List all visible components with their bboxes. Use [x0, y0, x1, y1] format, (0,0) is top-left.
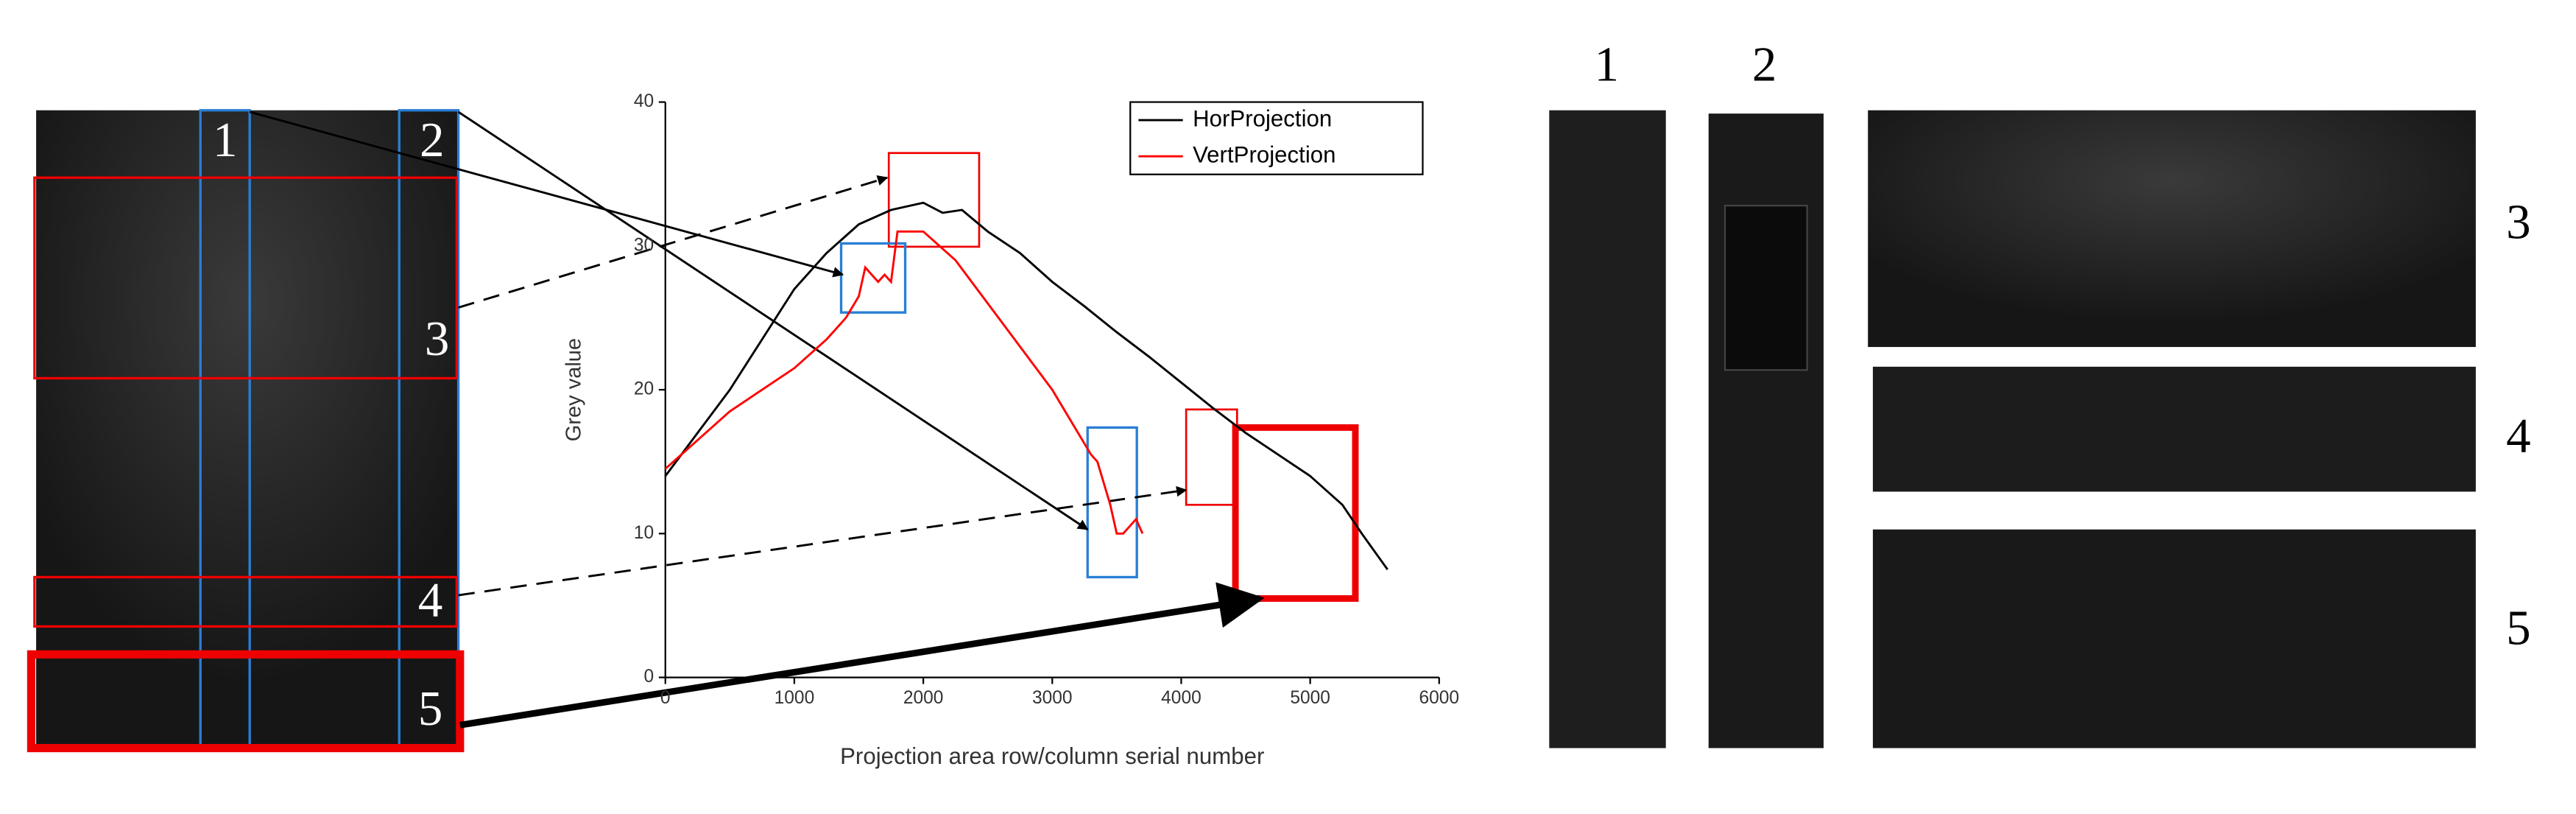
crop-detail	[1723, 205, 1808, 371]
arrow	[459, 582, 1265, 729]
crop-image	[1872, 529, 2476, 748]
x-tick-label: 6000	[1419, 688, 1460, 708]
highlight-box	[887, 152, 981, 248]
crop-label: 5	[2506, 601, 2530, 656]
y-tick-label: 20	[634, 379, 654, 399]
highlight-box	[1232, 424, 1359, 602]
crop-label: 2	[1752, 37, 1776, 91]
row-box	[33, 575, 459, 628]
region-label: 5	[418, 681, 442, 736]
source-image	[36, 110, 459, 748]
x-tick-label: 4000	[1161, 688, 1201, 708]
x-tick-label: 3000	[1032, 688, 1073, 708]
y-tick-label: 0	[643, 667, 654, 687]
x-axis-label: Projection area row/column serial number	[840, 743, 1264, 769]
arrow	[249, 110, 844, 278]
region-label: 2	[420, 113, 444, 167]
legend-label: HorProjection	[1193, 105, 1332, 131]
x-tick-label: 1000	[774, 688, 815, 708]
region-label: 3	[425, 312, 449, 366]
crop-image	[1872, 366, 2476, 492]
series-line	[664, 230, 1144, 535]
row-box	[27, 650, 465, 753]
y-axis-label: Grey value	[562, 338, 586, 441]
highlight-box	[839, 242, 907, 314]
legend-label: VertProjection	[1193, 141, 1335, 167]
y-tick-label: 10	[634, 523, 654, 543]
crop-label: 1	[1595, 37, 1619, 91]
region-label: 4	[418, 573, 442, 628]
crop-label: 3	[2506, 195, 2530, 250]
legend-box	[1129, 101, 1424, 175]
crop-image	[1868, 110, 2476, 348]
crop-image	[1549, 110, 1666, 748]
highlight-box	[1086, 426, 1138, 579]
y-tick-label: 30	[634, 235, 654, 255]
x-tick-label: 0	[660, 688, 671, 708]
arrow	[458, 175, 889, 309]
highlight-box	[1185, 408, 1238, 506]
x-tick-label: 2000	[903, 688, 944, 708]
crop-label: 4	[2506, 409, 2530, 463]
y-tick-label: 40	[634, 91, 654, 111]
row-box	[33, 176, 459, 380]
region-label: 1	[213, 113, 237, 167]
x-tick-label: 5000	[1290, 688, 1330, 708]
series-line	[664, 201, 1388, 570]
arrow	[458, 485, 1188, 597]
